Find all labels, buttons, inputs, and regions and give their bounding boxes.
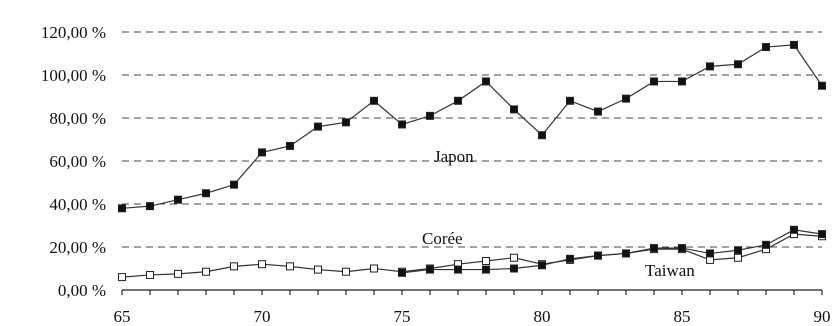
- x-tick-label: 80: [534, 307, 551, 326]
- data-point-coree: [734, 253, 742, 262]
- data-point-coree: [286, 262, 294, 271]
- data-point-coree: [118, 273, 126, 282]
- data-point-taiwan: [482, 265, 490, 274]
- data-point-japon: [734, 60, 742, 69]
- grid-lines: [122, 31, 822, 248]
- data-point-coree: [258, 260, 266, 269]
- y-tick-label: 0,00 %: [58, 281, 106, 300]
- data-point-japon: [174, 195, 182, 204]
- data-point-coree: [314, 265, 322, 274]
- data-point-coree: [230, 262, 238, 271]
- data-point-japon: [314, 122, 322, 131]
- y-tick-label: 20,00 %: [49, 238, 106, 257]
- x-tick-label: 85: [674, 307, 691, 326]
- data-point-japon: [370, 96, 378, 105]
- data-point-japon: [454, 96, 462, 105]
- data-point-japon: [118, 204, 126, 213]
- data-point-taiwan: [398, 268, 406, 277]
- x-tick-label: 65: [114, 307, 131, 326]
- y-tick-label: 120,00 %: [41, 23, 106, 42]
- series-group: [118, 40, 826, 282]
- data-point-taiwan: [454, 265, 462, 274]
- data-point-taiwan: [510, 264, 518, 273]
- data-point-japon: [286, 141, 294, 150]
- series-line-coree: [121, 233, 823, 278]
- data-point-japon: [790, 40, 798, 49]
- series-label-taiwan: Taiwan: [645, 261, 695, 280]
- data-point-taiwan: [790, 225, 798, 234]
- data-point-taiwan: [566, 254, 574, 263]
- data-point-japon: [650, 77, 658, 86]
- series-label-coree: Corée: [422, 229, 463, 248]
- data-point-taiwan: [650, 244, 658, 253]
- data-point-japon: [678, 77, 686, 86]
- x-axis: 65 70 75 80 85 90: [114, 289, 831, 326]
- y-tick-label: 100,00 %: [41, 66, 106, 85]
- data-point-taiwan: [762, 240, 770, 249]
- x-tick-label: 70: [254, 307, 271, 326]
- data-point-coree: [146, 270, 154, 279]
- series-line-taiwan: [401, 229, 823, 274]
- data-point-coree: [370, 264, 378, 273]
- data-point-japon: [482, 77, 490, 86]
- data-point-japon: [258, 148, 266, 157]
- data-point-coree: [482, 256, 490, 265]
- data-point-taiwan: [538, 261, 546, 270]
- y-tick-label: 40,00 %: [49, 195, 106, 214]
- data-point-japon: [622, 94, 630, 103]
- x-tick-label: 90: [814, 307, 831, 326]
- data-point-coree: [174, 269, 182, 278]
- data-point-japon: [510, 105, 518, 114]
- data-point-japon: [762, 43, 770, 52]
- data-point-japon: [706, 62, 714, 71]
- data-point-japon: [566, 96, 574, 105]
- data-point-taiwan: [678, 244, 686, 253]
- series-label-japon: Japon: [434, 147, 474, 166]
- data-point-coree: [202, 267, 210, 276]
- data-point-japon: [538, 131, 546, 140]
- data-point-coree: [510, 253, 518, 262]
- y-axis-tick-labels: 0,00 % 20,00 % 40,00 % 60,00 % 80,00 % 100,00…: [41, 23, 106, 300]
- y-tick-label: 80,00 %: [49, 109, 106, 128]
- data-point-japon: [230, 180, 238, 189]
- data-point-taiwan: [734, 246, 742, 255]
- data-point-japon: [426, 111, 434, 120]
- data-point-japon: [342, 118, 350, 127]
- x-tick-label: 75: [394, 307, 411, 326]
- y-tick-label: 60,00 %: [49, 152, 106, 171]
- data-point-japon: [398, 120, 406, 129]
- data-point-japon: [818, 81, 826, 90]
- data-point-taiwan: [818, 230, 826, 239]
- data-point-japon: [202, 189, 210, 198]
- data-point-coree: [342, 267, 350, 276]
- data-point-taiwan: [594, 251, 602, 260]
- data-point-taiwan: [622, 249, 630, 258]
- data-point-taiwan: [426, 265, 434, 274]
- data-point-japon: [594, 107, 602, 116]
- series-line-japon: [121, 44, 823, 209]
- data-point-japon: [146, 202, 154, 211]
- data-point-taiwan: [706, 249, 714, 258]
